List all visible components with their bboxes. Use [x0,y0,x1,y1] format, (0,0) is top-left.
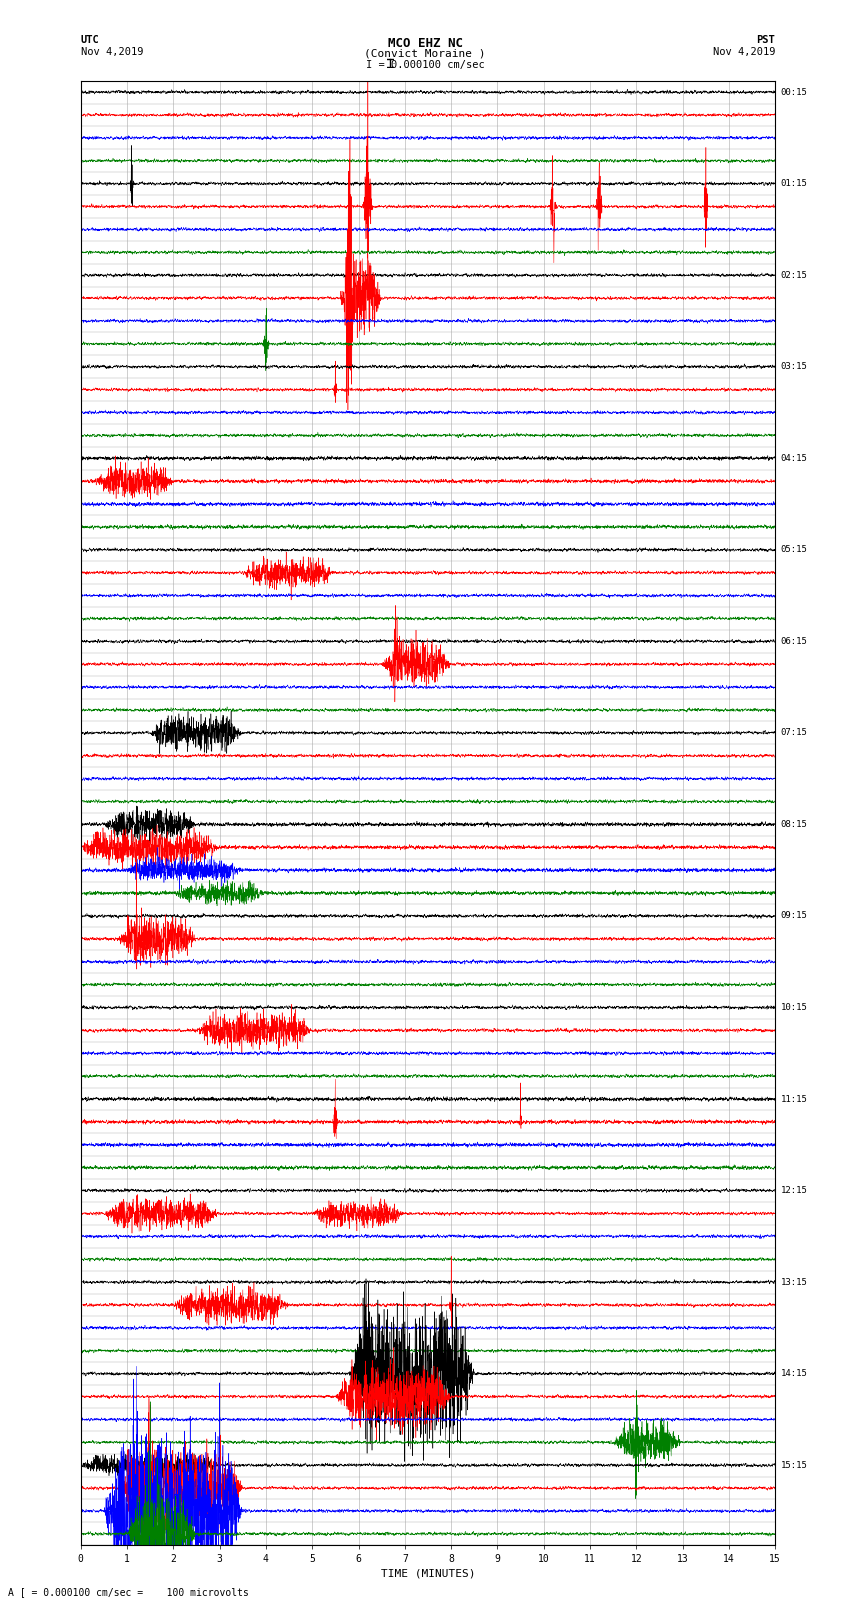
Text: Nov 4,2019: Nov 4,2019 [712,47,775,56]
Text: 14:15: 14:15 [781,1369,807,1378]
Text: 13:15: 13:15 [781,1277,807,1287]
X-axis label: TIME (MINUTES): TIME (MINUTES) [381,1568,475,1579]
Text: 05:15: 05:15 [781,545,807,555]
Text: 15:15: 15:15 [781,1461,807,1469]
Text: 04:15: 04:15 [781,453,807,463]
Text: UTC: UTC [81,35,99,45]
Text: 06:15: 06:15 [781,637,807,645]
Text: Nov 4,2019: Nov 4,2019 [81,47,144,56]
Text: 03:15: 03:15 [781,363,807,371]
Text: 00:15: 00:15 [781,87,807,97]
Text: 11:15: 11:15 [781,1095,807,1103]
Text: (Convict Moraine ): (Convict Moraine ) [365,48,485,58]
Text: 07:15: 07:15 [781,729,807,737]
Text: 12:15: 12:15 [781,1186,807,1195]
Text: MCO EHZ NC: MCO EHZ NC [388,37,462,50]
Text: A [ = 0.000100 cm/sec =    100 microvolts: A [ = 0.000100 cm/sec = 100 microvolts [8,1587,249,1597]
Text: 08:15: 08:15 [781,819,807,829]
Text: I = 0.000100 cm/sec: I = 0.000100 cm/sec [366,60,484,69]
Text: PST: PST [756,35,775,45]
Text: 01:15: 01:15 [781,179,807,189]
Text: 10:15: 10:15 [781,1003,807,1011]
Text: 02:15: 02:15 [781,271,807,279]
Text: 09:15: 09:15 [781,911,807,921]
